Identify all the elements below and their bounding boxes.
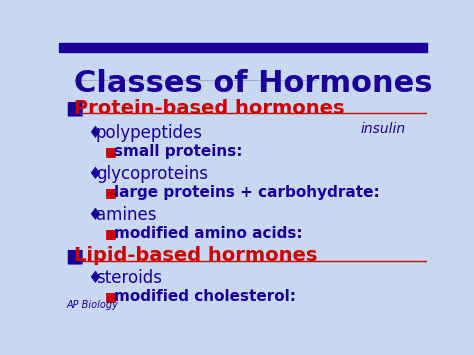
Text: modified cholesterol:: modified cholesterol: [114,289,301,304]
Text: AP Biology: AP Biology [66,300,118,311]
Text: ♦: ♦ [87,165,102,183]
Text: ■: ■ [105,146,117,158]
Text: polypeptides: polypeptides [96,124,203,142]
Text: ■: ■ [105,228,117,240]
Text: ■: ■ [105,290,117,303]
Text: glycoproteins: glycoproteins [96,165,208,183]
Text: modified amino acids:: modified amino acids: [114,226,308,241]
Text: amines: amines [96,206,156,224]
Text: Lipid-based hormones: Lipid-based hormones [74,246,317,265]
Text: insulin: insulin [360,122,406,136]
Text: Classes of Hormones: Classes of Hormones [74,69,432,98]
Text: ■: ■ [105,186,117,200]
Text: ♦: ♦ [87,269,102,287]
Text: ■: ■ [65,246,83,265]
Text: large proteins + carbohydrate:: large proteins + carbohydrate: [114,185,385,201]
Text: Protein-based hormones: Protein-based hormones [74,99,345,118]
Text: steroids: steroids [96,269,162,287]
Text: small proteins:: small proteins: [114,144,248,159]
Bar [59,43,427,52]
Text: ■: ■ [65,99,83,118]
Text: ♦: ♦ [87,206,102,224]
Text: ♦: ♦ [87,124,102,142]
